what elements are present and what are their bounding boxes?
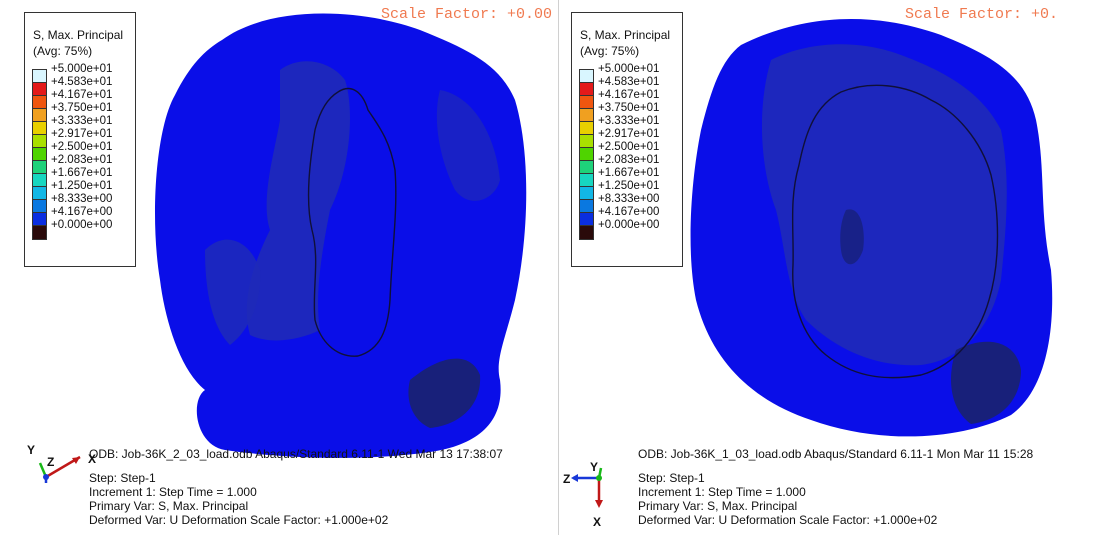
- primary-var-label: Primary Var: S, Max. Principal: [638, 499, 798, 513]
- triad-x-label: X: [88, 452, 97, 466]
- low-stress-region-left-2: [205, 239, 261, 345]
- contact-outline-right: [791, 84, 999, 379]
- legend-value: +3.333e+01: [51, 115, 113, 127]
- legend-value: +3.333e+01: [598, 115, 660, 127]
- legend-variable: S, Max. Principal: [33, 28, 124, 42]
- odb-info: ODB: Job-36K_1_03_load.odb Abaqus/Standa…: [638, 447, 1034, 461]
- viewport-right[interactable]: Scale Factor: +0. S, Max. Principal (Avg…: [561, 0, 1099, 535]
- step-label: Step: Step-1: [89, 471, 156, 485]
- legend-value: +2.083e+01: [51, 154, 113, 166]
- low-stress-region-left-1: [246, 61, 350, 341]
- legend-value: +4.583e+01: [51, 76, 113, 88]
- triad-z-label: Z: [47, 455, 55, 469]
- low-stress-region-left-3: [436, 90, 500, 201]
- legend-swatch: [579, 225, 594, 240]
- legend-value: +5.000e+01: [51, 63, 113, 75]
- low-stress-region-right-2: [951, 341, 1021, 424]
- step-info: Step: Step-1 Increment 1: Step Time = 1.…: [638, 471, 937, 527]
- legend-value: +4.167e+00: [51, 206, 113, 218]
- model-body-left: [155, 13, 527, 458]
- legend-averaging: (Avg: 75%): [33, 44, 93, 58]
- triad-y-label: Y: [590, 460, 599, 474]
- legend-value: +1.667e+01: [598, 167, 660, 179]
- increment-label: Increment 1: Step Time = 1.000: [638, 485, 806, 499]
- legend-averaging: (Avg: 75%): [580, 44, 640, 58]
- legend-variable: S, Max. Principal: [580, 28, 671, 42]
- contour-legend: S, Max. Principal (Avg: 75%) +5.000e+01 +…: [571, 12, 683, 267]
- legend-value: +0.000e+00: [51, 219, 113, 231]
- triad-x-label: X: [593, 515, 602, 529]
- legend-value: +2.083e+01: [598, 154, 660, 166]
- legend-value: +5.000e+01: [598, 63, 660, 75]
- legend-swatch: [32, 225, 47, 240]
- viewport-divider: [558, 0, 562, 535]
- axis-triad-right: [571, 467, 603, 508]
- deformed-model-left: [155, 13, 527, 458]
- legend-title: S, Max. Principal (Avg: 75%): [33, 27, 123, 59]
- legend-value: +2.917e+01: [51, 128, 113, 140]
- legend-value: +2.500e+01: [598, 141, 660, 153]
- contour-legend: S, Max. Principal (Avg: 75%) +5.000e+01 +…: [24, 12, 136, 267]
- legend-value: +3.750e+01: [598, 102, 660, 114]
- legend-value: +2.500e+01: [51, 141, 113, 153]
- legend-value: +8.333e+00: [51, 193, 113, 205]
- legend-value: +1.250e+01: [598, 180, 660, 192]
- legend-title: S, Max. Principal (Avg: 75%): [580, 27, 670, 59]
- legend-value: +1.667e+01: [51, 167, 113, 179]
- deformed-model-right: [690, 18, 1053, 437]
- legend-value: +8.333e+00: [598, 193, 660, 205]
- axis-triad-left: [38, 455, 81, 483]
- contact-outline-left: [307, 87, 397, 357]
- deformed-var-label: Deformed Var: U Deformation Scale Factor…: [89, 513, 389, 527]
- legend-value: +4.167e+01: [51, 89, 113, 101]
- legend-value: +3.750e+01: [51, 102, 113, 114]
- triad-y-label: Y: [27, 443, 36, 457]
- legend-value: +2.917e+01: [598, 128, 660, 140]
- low-stress-region-left-4: [408, 358, 481, 428]
- legend-value: +4.167e+01: [598, 89, 660, 101]
- odb-info: ODB: Job-36K_2_03_load.odb Abaqus/Standa…: [89, 447, 503, 461]
- scale-factor-label: Scale Factor: +0.: [905, 6, 1059, 23]
- primary-var-label: Primary Var: S, Max. Principal: [89, 499, 249, 513]
- step-info: Step: Step-1 Increment 1: Step Time = 1.…: [89, 471, 388, 527]
- triad-z-label: Z: [563, 472, 571, 486]
- increment-label: Increment 1: Step Time = 1.000: [89, 485, 257, 499]
- low-stress-region-right-1: [761, 44, 1007, 366]
- legend-value: +4.583e+01: [598, 76, 660, 88]
- legend-value: +1.250e+01: [51, 180, 113, 192]
- legend-value: +0.000e+00: [598, 219, 660, 231]
- scale-factor-label: Scale Factor: +0.00: [381, 6, 553, 23]
- low-stress-region-right-3: [840, 209, 864, 265]
- legend-value: +4.167e+00: [598, 206, 660, 218]
- deformed-var-label: Deformed Var: U Deformation Scale Factor…: [638, 513, 938, 527]
- viewport-left[interactable]: Scale Factor: +0.00 S, Max. Principal (A…: [0, 0, 558, 535]
- step-label: Step: Step-1: [638, 471, 705, 485]
